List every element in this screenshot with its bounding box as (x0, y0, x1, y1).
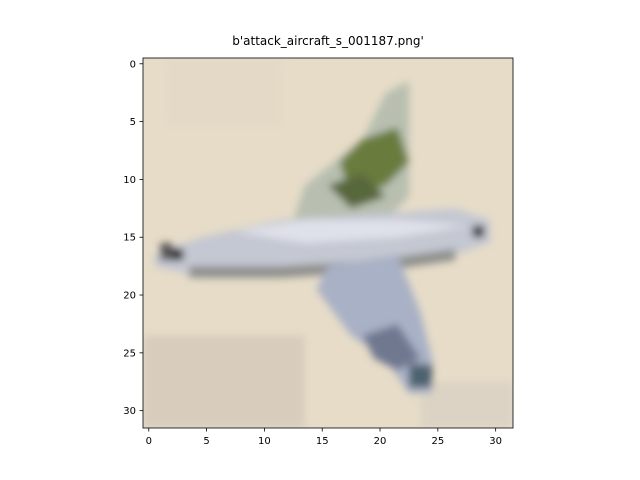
y-tick-label: 0 (130, 59, 136, 70)
y-tick-label: 25 (123, 348, 136, 359)
x-tick-label: 10 (258, 436, 271, 447)
y-tick-label: 30 (123, 406, 136, 417)
x-tick-label: 30 (489, 436, 502, 447)
y-tick-label: 10 (123, 175, 136, 186)
y-tick-label: 15 (123, 233, 136, 244)
axes-frame (142, 57, 514, 429)
x-tick-label: 5 (203, 436, 209, 447)
y-tick-label: 20 (123, 291, 136, 302)
chart-title: b'attack_aircraft_s_001187.png' (232, 34, 424, 48)
x-tick-label: 15 (316, 436, 329, 447)
x-tick-label: 25 (431, 436, 444, 447)
x-tick-label: 0 (146, 436, 152, 447)
image (143, 58, 513, 428)
x-tick-label: 20 (374, 436, 387, 447)
y-tick-label: 5 (130, 117, 136, 128)
